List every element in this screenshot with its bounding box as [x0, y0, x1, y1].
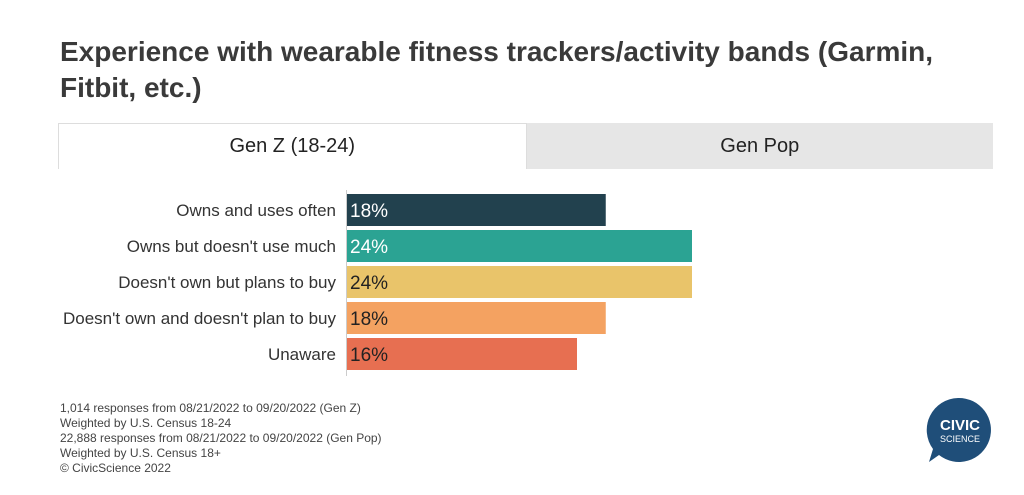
value-label-3: 18%: [350, 309, 388, 330]
category-label-0: Owns and uses often: [176, 201, 336, 220]
chart-title: Experience with wearable fitness tracker…: [60, 36, 934, 103]
note-gen-pop-weighting: Weighted by U.S. Census 18+: [60, 446, 221, 460]
bar-2: [347, 266, 692, 298]
category-label-1: Owns but doesn't use much: [127, 237, 336, 256]
note-gen-pop-responses: 22,888 responses from 08/21/2022 to 09/2…: [60, 431, 382, 445]
bar-4: [347, 338, 577, 370]
note-gen-z-responses: 1,014 responses from 08/21/2022 to 09/20…: [60, 401, 361, 415]
value-label-4: 16%: [350, 345, 388, 366]
note-gen-z-weighting: Weighted by U.S. Census 18-24: [60, 416, 232, 430]
tab-gen-pop[interactable]: Gen Pop: [526, 123, 993, 169]
value-label-2: 24%: [350, 273, 388, 294]
logo-word-science: SCIENCE: [940, 434, 980, 444]
civicscience-logo: CIVIC SCIENCE: [926, 397, 991, 462]
bar-1: [347, 230, 692, 262]
value-label-0: 18%: [350, 201, 388, 222]
value-label-1: 24%: [350, 237, 388, 258]
bar-chart: Owns and uses often 18% Owns but doesn't u…: [63, 190, 692, 376]
category-label-2: Doesn't own but plans to buy: [118, 273, 336, 292]
category-label-3: Doesn't own and doesn't plan to buy: [63, 309, 337, 328]
footnotes: 1,014 responses from 08/21/2022 to 09/20…: [60, 401, 382, 476]
copyright: © CivicScience 2022: [60, 461, 171, 475]
category-label-4: Unaware: [268, 345, 336, 364]
segment-tabs: Gen Z (18-24) Gen Pop: [58, 123, 993, 169]
bar-3: [347, 302, 606, 334]
bar-0: [347, 194, 606, 226]
tab-gen-z[interactable]: Gen Z (18-24): [58, 123, 527, 169]
logo-word-civic: CIVIC: [940, 417, 980, 434]
